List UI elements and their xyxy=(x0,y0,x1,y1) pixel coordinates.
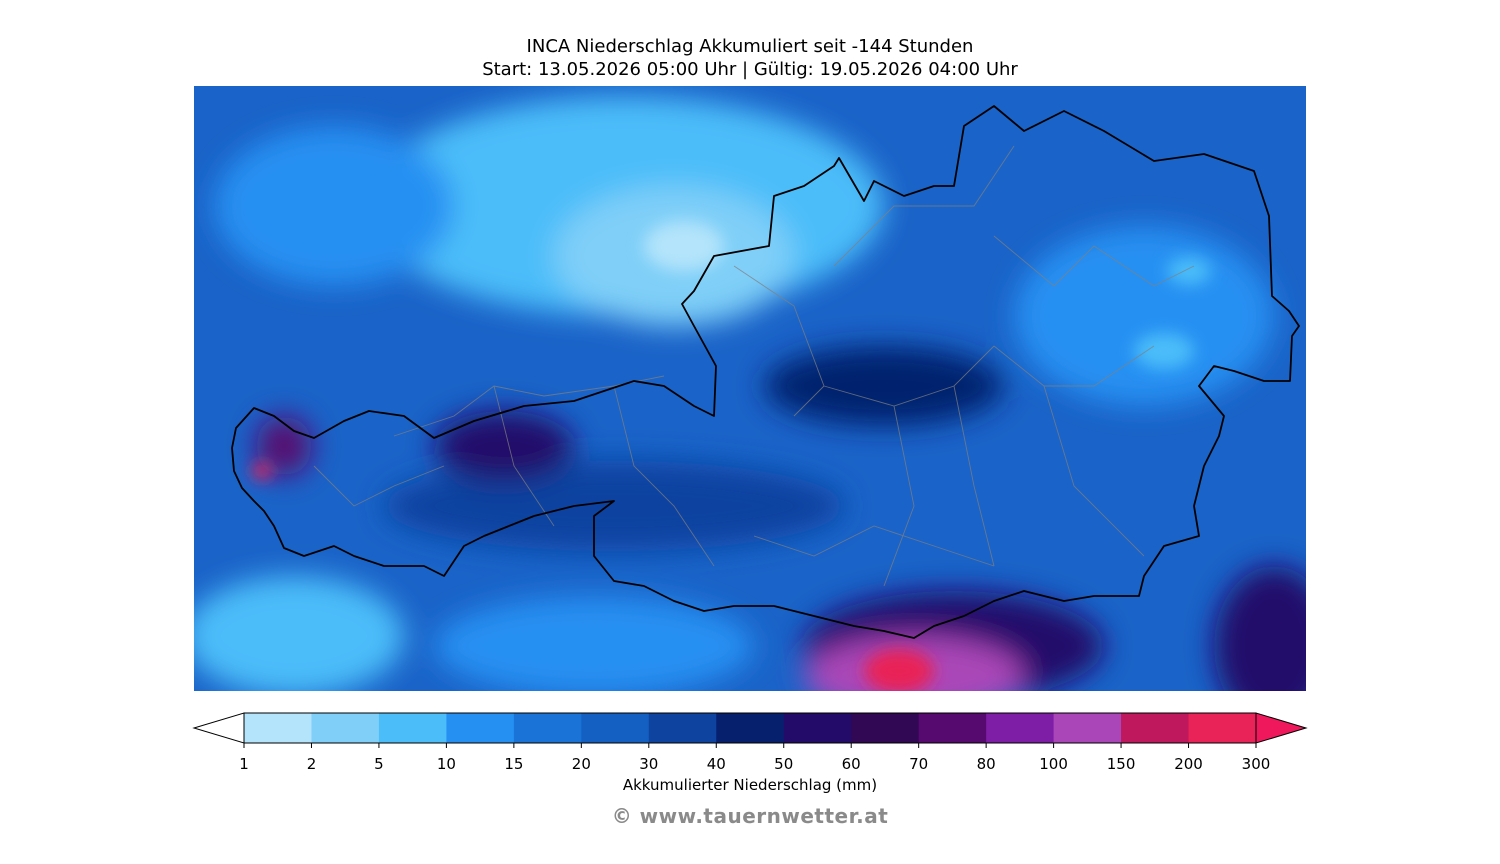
precip-field-se xyxy=(1214,566,1306,691)
precip-field-heavy-tirol xyxy=(434,411,574,481)
colorbar-tick-label: 300 xyxy=(1242,755,1271,773)
colorbar-segment xyxy=(1188,713,1257,743)
colorbar-segment xyxy=(1053,713,1122,743)
colorbar-segment xyxy=(378,713,447,743)
austria-border xyxy=(231,105,1300,639)
colorbar-tick-label: 20 xyxy=(572,755,591,773)
colorbar-segment xyxy=(446,713,515,743)
colorbar-tick-label: 100 xyxy=(1039,755,1068,773)
colorbar-tick-label: 70 xyxy=(909,755,928,773)
precip-field-light-sw xyxy=(194,576,404,691)
colorbar-tick-label: 1 xyxy=(239,755,249,773)
chart-title: INCA Niederschlag Akkumuliert seit -144 … xyxy=(526,36,974,57)
credit-watermark: © www.tauernwetter.at xyxy=(611,804,889,828)
colorbar-segment xyxy=(581,713,650,743)
precip-field-east-light xyxy=(1134,333,1194,369)
colorbar-segment xyxy=(918,713,987,743)
colorbar-segment xyxy=(1121,713,1190,743)
colorbar-segment xyxy=(716,713,785,743)
precip-field-dry-north xyxy=(644,221,724,271)
precip-field-heavy-center xyxy=(764,346,1004,426)
colorbar-label: Akkumulierter Niederschlag (mm) xyxy=(622,776,878,794)
colorbar-segment xyxy=(244,713,313,743)
colorbar-tick-label: 30 xyxy=(639,755,658,773)
colorbar-segment xyxy=(783,713,852,743)
precip-field-heavy-alps xyxy=(384,461,844,551)
precip-field-vienna xyxy=(1167,257,1211,285)
precip-field-max-west xyxy=(252,463,272,479)
precipitation-map xyxy=(194,86,1306,691)
colorbar-tick-label: 40 xyxy=(707,755,726,773)
colorbar-segment xyxy=(513,713,582,743)
colorbar-tick-label: 50 xyxy=(774,755,793,773)
colorbar-tick-label: 2 xyxy=(307,755,317,773)
colorbar-segment xyxy=(851,713,920,743)
precip-field-max-south xyxy=(864,649,934,691)
colorbar-over-arrow xyxy=(1255,712,1308,744)
colorbar-segment xyxy=(311,713,380,743)
precip-field-light-west xyxy=(214,126,454,286)
colorbar-tick-label: 80 xyxy=(977,755,996,773)
colorbar-tick-label: 150 xyxy=(1107,755,1136,773)
colorbar-segment xyxy=(648,713,717,743)
colorbar: 1 2 5 10 15 20 30 40 50 60 70 80 100 150 200 300 xyxy=(192,712,1308,773)
colorbar-tick-label: 60 xyxy=(842,755,861,773)
colorbar-frame xyxy=(243,712,1257,744)
colorbar-tick-label: 5 xyxy=(374,755,384,773)
colorbar-tick-label: 10 xyxy=(437,755,456,773)
colorbar-tick-label: 15 xyxy=(504,755,523,773)
colorbar-segment xyxy=(986,713,1055,743)
colorbar-tick-label: 200 xyxy=(1174,755,1203,773)
precip-field-east xyxy=(1014,226,1274,406)
chart-subtitle: Start: 13.05.2026 05:00 Uhr | Gültig: 19… xyxy=(482,59,1018,80)
precip-field-very-heavy-west xyxy=(256,416,312,476)
precip-field-light-south xyxy=(434,596,754,691)
colorbar-under-arrow xyxy=(192,712,245,744)
